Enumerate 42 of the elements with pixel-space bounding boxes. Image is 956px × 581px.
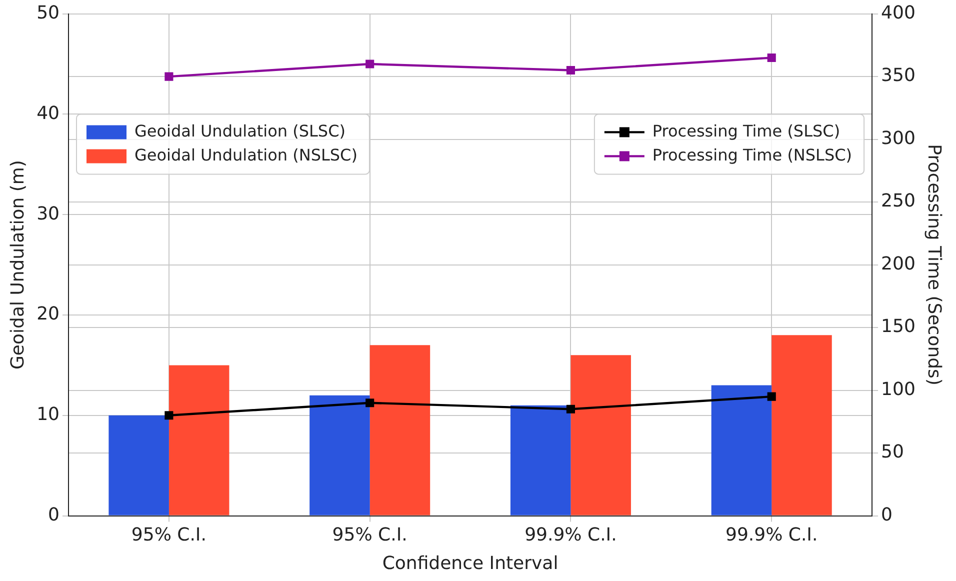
legend-label: Processing Time (NSLSC) [652, 145, 852, 164]
point [767, 53, 776, 62]
y2-tick-label: 150 [881, 316, 916, 338]
y-tick-label: 50 [36, 2, 60, 24]
point [164, 411, 174, 420]
y2-tick-label: 0 [881, 504, 892, 526]
bar [510, 405, 571, 516]
bar [108, 415, 169, 516]
y-tick-label: 30 [36, 203, 60, 224]
bar [570, 355, 631, 516]
y2-tick-label: 350 [881, 65, 916, 86]
y-tick-label: 10 [36, 404, 60, 426]
x-tick-label: 95% C.I. [332, 524, 408, 546]
point [566, 404, 575, 414]
x-tick-label: 99.9% C.I. [725, 524, 818, 546]
y2-tick-label: 400 [881, 2, 916, 24]
bar [772, 335, 832, 516]
point [366, 60, 374, 68]
bar [310, 395, 370, 516]
x-tick-label: 99.9% C.I. [524, 524, 617, 546]
y-tick-label: 20 [36, 304, 60, 325]
bar [370, 345, 430, 516]
legend-label: Processing Time (SLSC) [652, 121, 840, 140]
y2-tick-label: 100 [881, 378, 916, 400]
y-tick-label: 40 [36, 102, 60, 124]
point [566, 66, 575, 75]
point [767, 392, 776, 401]
bar [711, 385, 772, 516]
y2-axis-title: Processing Time (Seconds) [924, 144, 945, 386]
point [366, 398, 374, 408]
y2-tick-label: 250 [881, 190, 916, 212]
x-tick-label: 95% C.I. [131, 524, 206, 546]
point [164, 72, 174, 81]
y-tick-label: 0 [48, 504, 60, 526]
y2-tick-label: 50 [881, 442, 904, 463]
legend-label: Geoidal Undulation (SLSC) [134, 121, 346, 140]
y-axis-title: Geoidal Undulation (m) [7, 160, 28, 370]
legend-label: Geoidal Undulation (NSLSC) [134, 145, 358, 164]
y2-tick-label: 200 [881, 253, 916, 274]
y2-tick-label: 300 [881, 128, 916, 149]
bar [168, 365, 230, 516]
x-axis-title: Confidence Interval [382, 552, 558, 574]
